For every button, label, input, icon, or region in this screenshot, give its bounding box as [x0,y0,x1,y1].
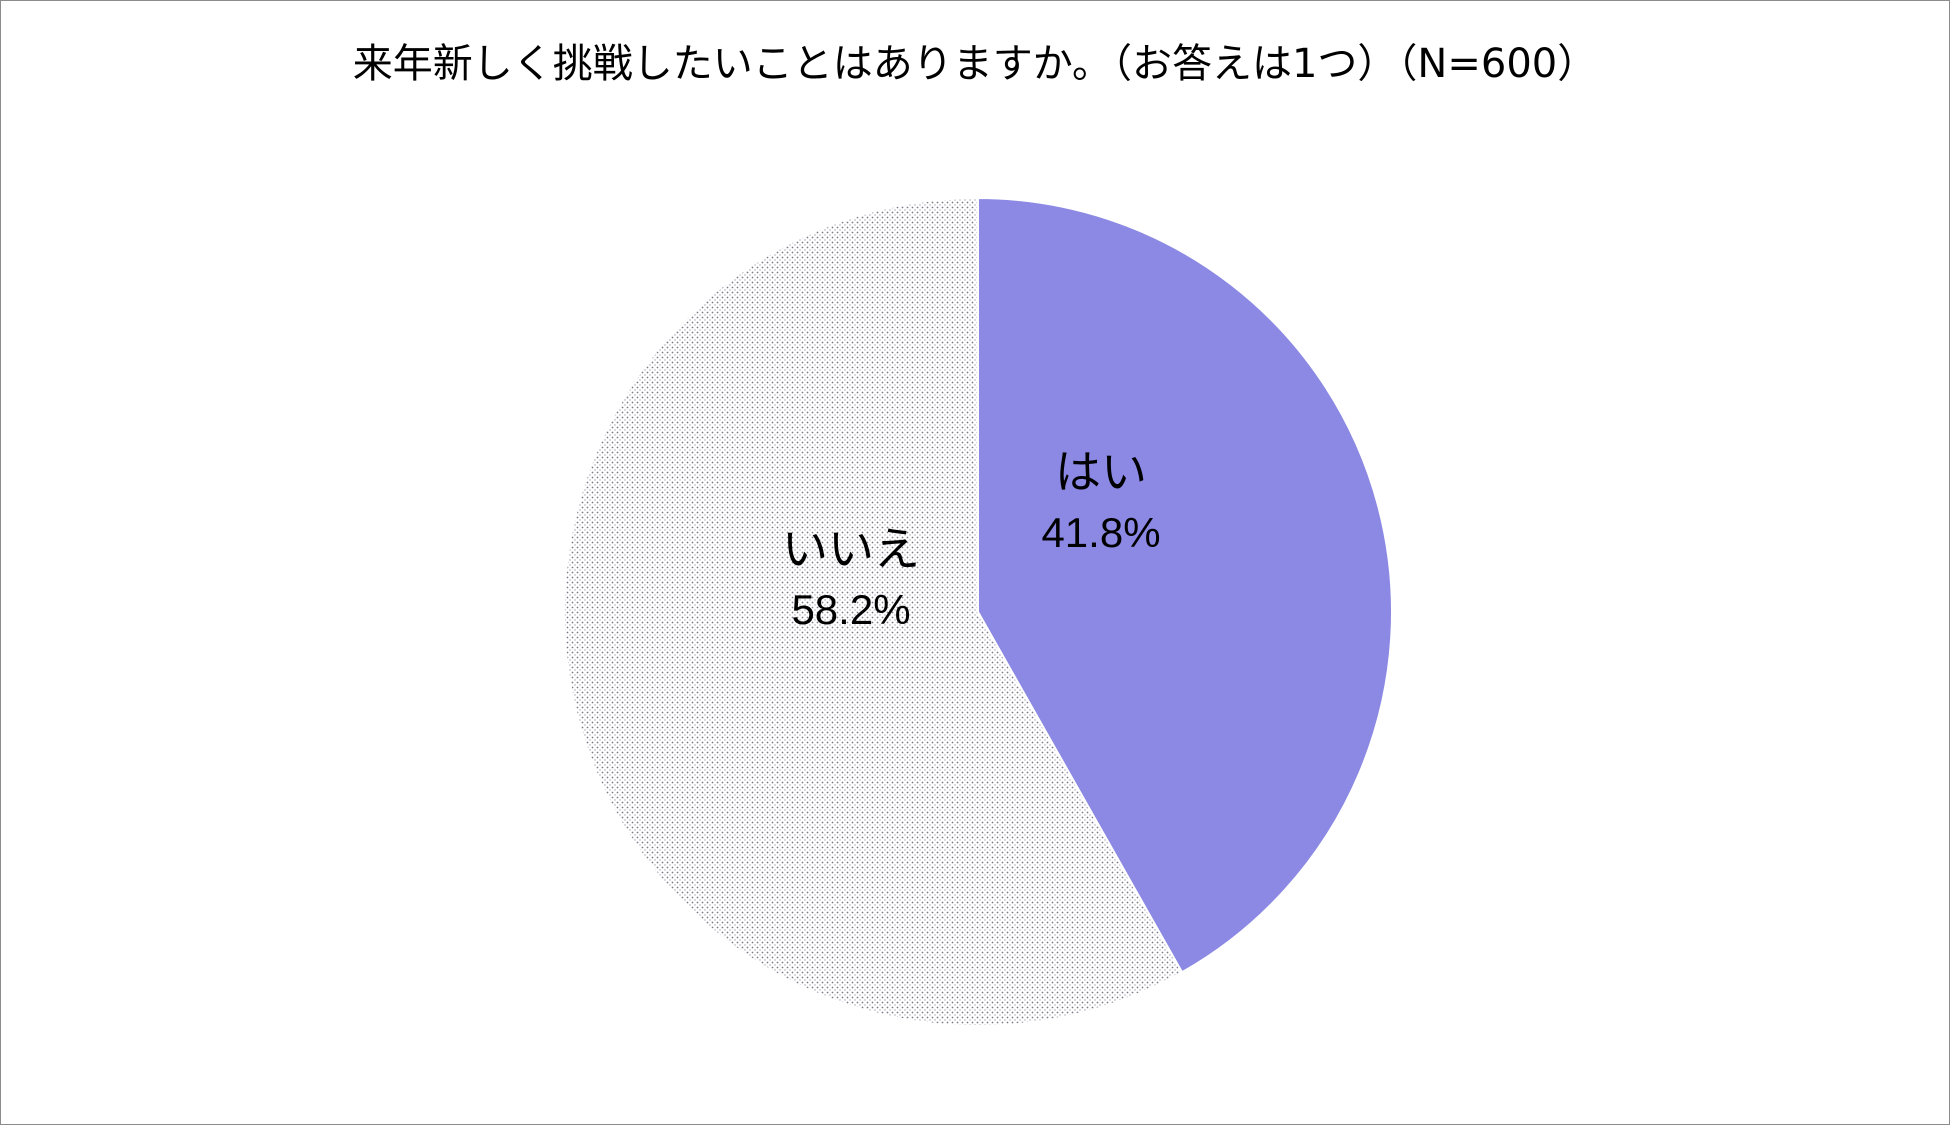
pie-slices [563,196,1393,1027]
slice-label-hai: はい 41.8% [1041,440,1160,562]
slice-category-hai: はい [1055,445,1147,499]
chart-title: 来年新しく挑戦したいことはありますか。（お答えは1つ）（N=600） [352,41,1598,87]
slice-label-iie: いいえ 58.2% [782,517,920,639]
pie-slice-hai [977,196,1393,974]
slice-category-iie: いいえ [782,522,920,576]
slice-value-hai: 41.8% [1041,509,1161,556]
pie-slice-iie [563,196,1184,1027]
slice-value-iie: 58.2% [791,586,911,633]
